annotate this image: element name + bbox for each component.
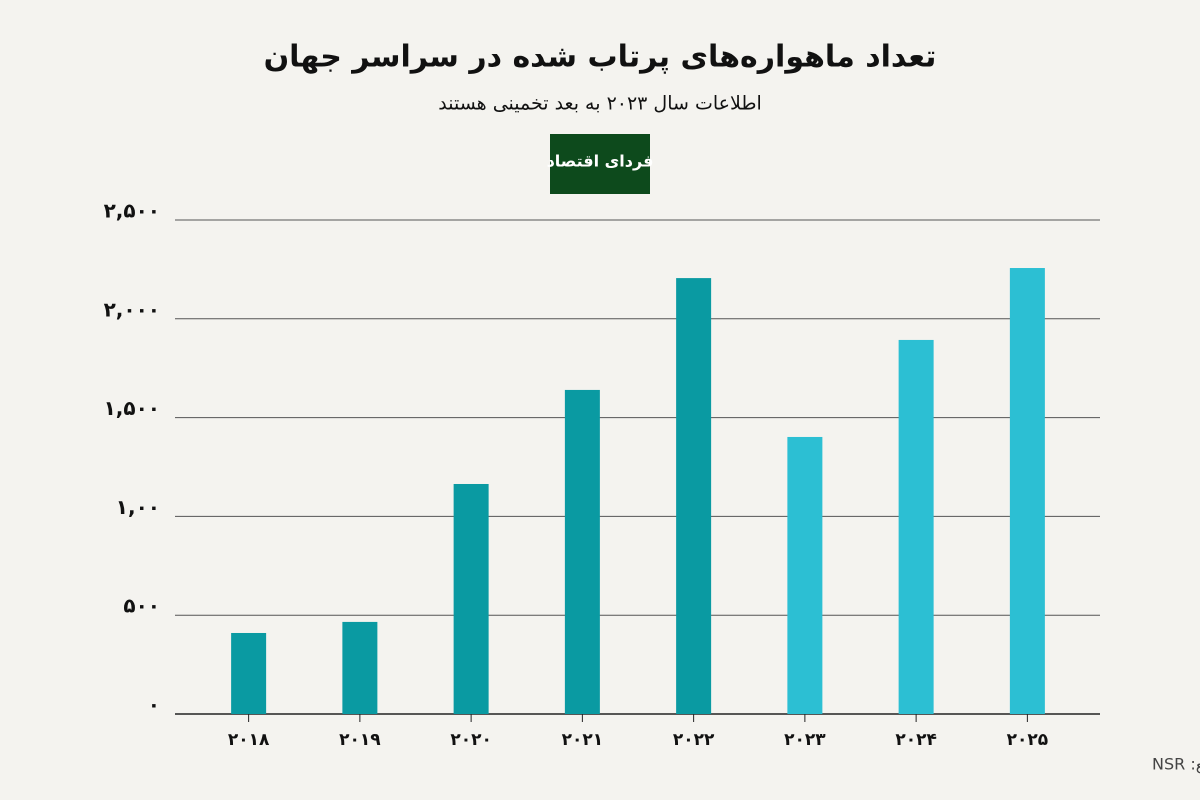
logo-box	[550, 134, 650, 194]
bar	[1009, 268, 1045, 714]
y-tick-label: ۲,۰۰۰	[104, 297, 160, 321]
x-tick-label: ۲۰۲۳	[784, 730, 826, 750]
bar	[787, 436, 823, 714]
x-tick-label: ۲۰۲۴	[895, 730, 937, 750]
y-tick-label: ۰	[148, 693, 160, 717]
x-tick-label: ۲۰۲۵	[1007, 730, 1049, 750]
y-tick-label: ۵۰۰	[123, 594, 160, 618]
x-tick-label: ۲۰۲۲	[673, 730, 715, 750]
x-tick-label: ۲۰۱۸	[228, 730, 270, 750]
chart-subtitle: اطلاعات سال ۲۰۲۳ به بعد تخمینی هستند	[438, 93, 761, 115]
bar	[453, 483, 489, 714]
bar	[564, 389, 600, 714]
chart-title: تعداد ماهواره‌های پرتاب شده در سراسر جها…	[264, 40, 937, 75]
x-tick-label: ۲۰۱۹	[339, 730, 381, 750]
y-tick-label: ۱,۵۰۰	[104, 396, 160, 420]
y-tick-label: ۱,۰۰	[116, 495, 160, 519]
source: منبع: NSR	[1152, 755, 1200, 775]
x-tick-label: ۲۰۲۰	[450, 730, 492, 750]
y-tick-label: ۲,۵۰۰	[104, 199, 160, 223]
bar	[342, 621, 378, 714]
logo-text: فردای اقتصاد	[547, 152, 654, 171]
x-tick-label: ۲۰۲۱	[562, 730, 604, 750]
bar	[231, 632, 267, 714]
bar	[676, 278, 712, 714]
bar	[898, 339, 934, 714]
